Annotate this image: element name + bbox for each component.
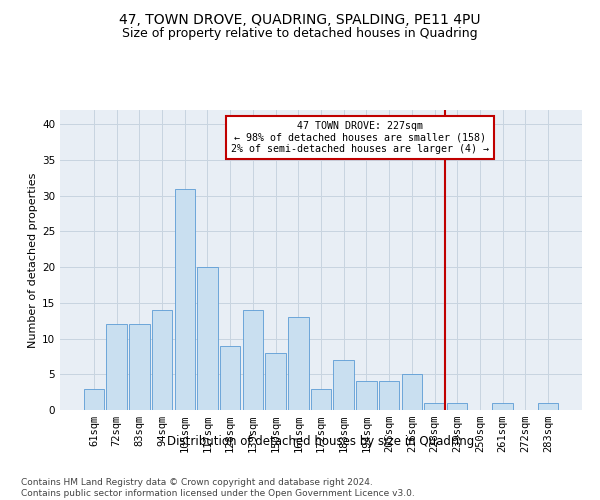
Bar <box>401 374 422 410</box>
Bar <box>84 388 104 410</box>
Bar <box>447 403 467 410</box>
Bar <box>197 267 218 410</box>
Bar <box>265 353 286 410</box>
Bar <box>379 382 400 410</box>
Bar <box>356 382 377 410</box>
Bar <box>311 388 331 410</box>
Text: 47 TOWN DROVE: 227sqm
← 98% of detached houses are smaller (158)
2% of semi-deta: 47 TOWN DROVE: 227sqm ← 98% of detached … <box>230 120 488 154</box>
Text: Size of property relative to detached houses in Quadring: Size of property relative to detached ho… <box>122 28 478 40</box>
Bar <box>493 403 513 410</box>
Bar <box>106 324 127 410</box>
Bar <box>242 310 263 410</box>
Bar <box>152 310 172 410</box>
Bar <box>220 346 241 410</box>
Text: Contains HM Land Registry data © Crown copyright and database right 2024.
Contai: Contains HM Land Registry data © Crown c… <box>21 478 415 498</box>
Bar <box>538 403 558 410</box>
Bar <box>424 403 445 410</box>
Bar <box>288 317 308 410</box>
Bar <box>129 324 149 410</box>
Bar <box>175 188 195 410</box>
Bar <box>334 360 354 410</box>
Text: 47, TOWN DROVE, QUADRING, SPALDING, PE11 4PU: 47, TOWN DROVE, QUADRING, SPALDING, PE11… <box>119 12 481 26</box>
Text: Distribution of detached houses by size in Quadring: Distribution of detached houses by size … <box>167 435 475 448</box>
Y-axis label: Number of detached properties: Number of detached properties <box>28 172 38 348</box>
